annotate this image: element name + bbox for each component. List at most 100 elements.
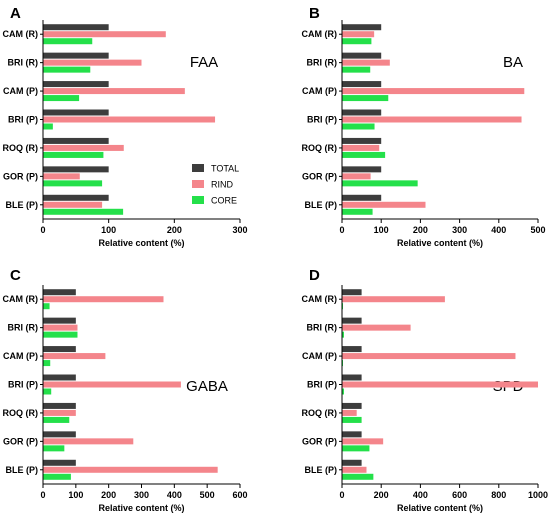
legend-swatch [192, 196, 204, 204]
bar-total [342, 52, 382, 59]
category-label: BLE (P) [305, 465, 338, 475]
x-axis-title: Relative content (%) [98, 238, 184, 248]
bar-total [43, 431, 76, 438]
legend-swatch [192, 180, 204, 188]
bar-rind [342, 324, 411, 331]
legend-swatch [192, 164, 204, 172]
category-label: ROQ (R) [3, 408, 39, 418]
x-tick-label: 200 [167, 225, 182, 235]
x-tick-label: 300 [232, 225, 247, 235]
x-tick-label: 300 [452, 225, 467, 235]
x-tick-label: 400 [491, 225, 506, 235]
category-label: ROQ (R) [302, 408, 338, 418]
bar-rind [342, 409, 357, 416]
bar-core [43, 331, 78, 338]
bar-core [342, 445, 370, 452]
bar-core [342, 331, 344, 338]
bar-total [342, 317, 362, 324]
bar-rind [43, 324, 78, 331]
x-tick-label: 1000 [528, 490, 548, 500]
bar-core [43, 123, 53, 130]
bar-core [43, 151, 104, 158]
bar-core [342, 66, 371, 73]
x-tick-label: 100 [374, 225, 389, 235]
bar-total [43, 459, 76, 466]
panel-letter: A [10, 5, 21, 22]
bar-total [342, 346, 362, 353]
x-tick-label: 300 [134, 490, 149, 500]
x-tick-label: 200 [413, 225, 428, 235]
bar-rind [43, 59, 142, 66]
category-label: ROQ (R) [3, 143, 39, 153]
category-label: BRI (R) [8, 323, 39, 333]
bar-core [342, 151, 386, 158]
chart-title: FAA [190, 54, 218, 71]
bar-total [342, 402, 362, 409]
bar-rind [342, 201, 426, 208]
category-label: ROQ (R) [302, 143, 338, 153]
bar-rind [342, 31, 375, 38]
bar-rind [43, 116, 216, 123]
category-label: BRI (P) [307, 115, 337, 125]
bar-total [43, 402, 76, 409]
x-tick-label: 500 [200, 490, 215, 500]
category-label: CAM (R) [3, 29, 39, 39]
bar-total [342, 194, 382, 201]
bar-rind [43, 201, 103, 208]
bar-rind [342, 59, 390, 66]
legend: TOTAL RIND CORE [192, 164, 239, 206]
bar-core [43, 388, 52, 395]
bar-rind [342, 116, 522, 123]
bar-rind [342, 296, 445, 303]
bar-total [342, 81, 382, 88]
bar-core [43, 38, 93, 45]
category-label: BRI (R) [307, 58, 338, 68]
bar-rind [43, 31, 166, 38]
bar-rind [342, 88, 525, 95]
x-tick-label: 500 [530, 225, 545, 235]
panel-letter: D [309, 267, 320, 284]
panel-c: C GABA CAM (R) BRI (R) CAM (P) BRI (P) ROQ (R)… [3, 267, 248, 513]
category-label: CAM (R) [302, 294, 338, 304]
category-label: BLE (P) [6, 200, 39, 210]
bar-total [43, 137, 109, 144]
bar-rind [342, 144, 380, 151]
x-tick-label: 0 [339, 490, 344, 500]
bar-core [43, 180, 103, 187]
bar-total [342, 289, 362, 296]
category-label: CAM (R) [3, 294, 39, 304]
panel-a: A FAA CAM (R) BRI (R) CAM (P) BRI (P) ROQ (R) G… [3, 5, 248, 248]
category-label: BRI (P) [307, 380, 337, 390]
x-axis-title: Relative content (%) [397, 238, 483, 248]
category-label: BRI (R) [8, 58, 39, 68]
x-tick-label: 200 [374, 490, 389, 500]
bar-rind [43, 409, 76, 416]
x-axis-title: Relative content (%) [397, 503, 483, 513]
bar-rind [342, 381, 538, 388]
bar-total [342, 109, 382, 116]
bar-rind [43, 466, 218, 473]
x-axis-title: Relative content (%) [98, 503, 184, 513]
bar-core [342, 123, 375, 130]
bar-rind [342, 353, 516, 360]
category-label: GOR (P) [302, 436, 337, 446]
panel-b: B BA CAM (R) BRI (R) CAM (P) BRI (P) ROQ (R) GO… [302, 5, 546, 248]
chart-title: BA [503, 54, 523, 71]
category-label: BLE (P) [6, 465, 39, 475]
bar-rind [43, 381, 181, 388]
x-tick-label: 200 [101, 490, 116, 500]
category-label: GOR (P) [3, 171, 38, 181]
legend-label: CORE [211, 196, 237, 206]
chart-title: GABA [186, 378, 228, 395]
panel-letter: B [309, 5, 320, 22]
bar-core [43, 445, 65, 452]
bar-core [43, 208, 124, 215]
bar-core [342, 95, 389, 102]
bar-core [342, 38, 372, 45]
bar-rind [342, 466, 367, 473]
bar-core [43, 473, 71, 480]
x-tick-label: 0 [339, 225, 344, 235]
category-label: BLE (P) [305, 200, 338, 210]
bar-core [43, 360, 51, 367]
